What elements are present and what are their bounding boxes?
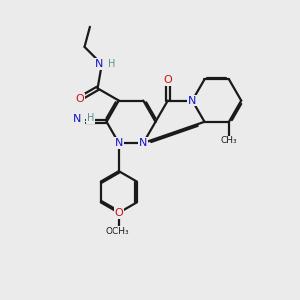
Text: O: O [164, 75, 172, 85]
Text: N: N [95, 59, 103, 69]
Text: N: N [115, 138, 123, 148]
Text: N: N [139, 138, 148, 148]
Text: OCH₃: OCH₃ [106, 226, 129, 236]
Text: N: N [73, 114, 81, 124]
Text: O: O [114, 208, 123, 218]
Text: CH₃: CH₃ [221, 136, 237, 145]
Text: H: H [87, 113, 94, 123]
Text: H: H [108, 59, 116, 69]
Text: O: O [75, 94, 84, 104]
Text: N: N [188, 96, 196, 106]
